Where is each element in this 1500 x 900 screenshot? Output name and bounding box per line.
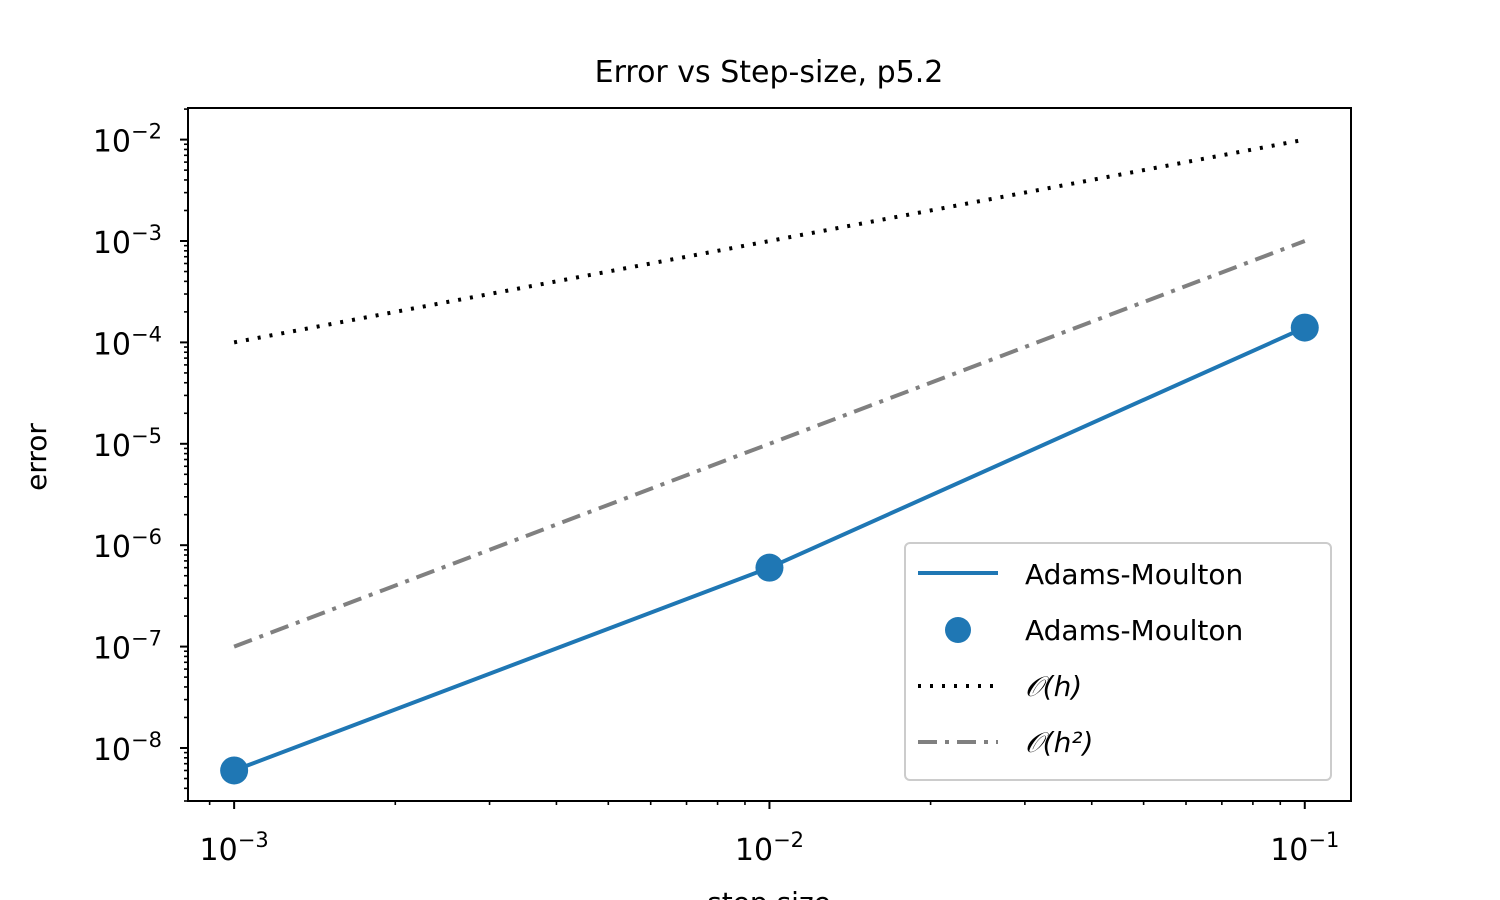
legend-label-2: Adams-Moulton: [1025, 614, 1243, 647]
x-axis-label: step size: [707, 886, 831, 900]
series-line-3: [233, 137, 1306, 345]
data-point-2: [755, 553, 784, 582]
y-tick-label: 10−2: [93, 120, 162, 160]
chart-title: Error vs Step-size, p5.2: [595, 55, 944, 90]
legend-label-1: Adams-Moulton: [1025, 558, 1243, 591]
legend-label-3: 𝒪(h): [1025, 670, 1082, 703]
data-point-3: [1290, 313, 1319, 342]
legend-label-4: 𝒪(h²): [1025, 726, 1093, 759]
y-axis-label: error: [20, 423, 53, 491]
legend-handle-2: [945, 617, 971, 643]
y-tick-label: 10−3: [93, 221, 162, 261]
y-tick-label: 10−4: [93, 322, 162, 362]
x-tick-label: 10−1: [1270, 828, 1339, 868]
axes: 10−8 10−7 10−6 10−5 10−4 10−3 10−2 10−3 10−2 10−1: [93, 108, 1339, 868]
x-tick-label: 10−2: [735, 828, 804, 868]
legend: Adams-Moulton Adams-Moulton 𝒪(h) 𝒪(h²): [904, 542, 1332, 781]
y-tick-label: 10−8: [93, 728, 162, 768]
data-point-1: [220, 756, 249, 785]
legend-box: [904, 542, 1332, 781]
y-tick-label: 10−6: [93, 525, 162, 565]
series-line-4: [233, 239, 1306, 649]
y-tick-label: 10−7: [93, 627, 162, 667]
y-tick-label: 10−5: [93, 424, 162, 464]
x-tick-label: 10−3: [200, 828, 269, 868]
plot-area: [220, 137, 1319, 785]
